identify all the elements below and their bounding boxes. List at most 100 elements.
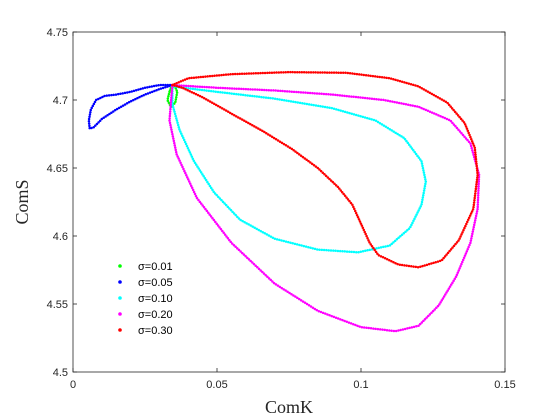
series-3-point-112 bbox=[426, 109, 430, 113]
series-2-point-262 bbox=[190, 155, 194, 158]
series-3-point-29 bbox=[237, 87, 241, 91]
series-3-point-382 bbox=[169, 107, 172, 111]
series-3-point-371 bbox=[171, 132, 174, 136]
series-3-point-242 bbox=[374, 327, 377, 331]
series-4-point-216 bbox=[403, 264, 406, 267]
series-1-point-51 bbox=[95, 122, 99, 126]
series-4-point-261 bbox=[339, 189, 342, 192]
series-2-point-11 bbox=[196, 88, 199, 91]
series-3-point-49 bbox=[283, 89, 287, 93]
series-3-point-39 bbox=[260, 88, 264, 92]
series-1-point-65 bbox=[121, 104, 125, 107]
series-1-point-54 bbox=[100, 117, 104, 121]
series-4-point-86 bbox=[367, 74, 370, 77]
series-0-point-12 bbox=[175, 95, 178, 99]
series-4-point-34 bbox=[247, 72, 251, 75]
series-2-point-261 bbox=[191, 157, 195, 160]
series-3-point-40 bbox=[262, 88, 266, 92]
series-2-point-25 bbox=[228, 92, 231, 95]
series-4-point-2 bbox=[175, 81, 178, 85]
series-3-point-219 bbox=[423, 318, 427, 321]
series-4-point-201 bbox=[436, 260, 440, 263]
series-3-point-193 bbox=[457, 269, 460, 272]
series-2-point-266 bbox=[186, 146, 190, 150]
series-4-point-130 bbox=[456, 114, 460, 117]
series-2-point-185 bbox=[329, 249, 333, 252]
series-1-point-76 bbox=[144, 93, 148, 96]
series-3-point-297 bbox=[262, 272, 266, 275]
series-4-point-108 bbox=[416, 84, 419, 88]
series-1-point-27 bbox=[110, 93, 113, 97]
series-3-point-323 bbox=[221, 229, 224, 233]
series-2-point-278 bbox=[176, 121, 179, 125]
series-4-point-303 bbox=[263, 130, 266, 134]
series-3-point-157 bbox=[477, 189, 480, 193]
series-1-point-16 bbox=[134, 89, 138, 92]
series-3-point-273 bbox=[307, 304, 311, 307]
series-4-point-299 bbox=[270, 135, 274, 139]
series-1-point-4 bbox=[161, 83, 165, 87]
series-1-point-45 bbox=[87, 122, 91, 125]
series-3-point-279 bbox=[296, 296, 299, 300]
series-4-point-120 bbox=[440, 98, 444, 101]
series-2-point-87 bbox=[368, 117, 371, 120]
series-3-point-230 bbox=[401, 328, 405, 331]
series-2-point-55 bbox=[296, 101, 300, 104]
series-2-point-70 bbox=[330, 106, 334, 110]
series-3-point-209 bbox=[439, 301, 442, 304]
series-4-point-194 bbox=[448, 249, 451, 253]
series-2-point-245 bbox=[211, 188, 214, 192]
series-3-point-178 bbox=[470, 237, 473, 240]
series-4-point-15 bbox=[204, 75, 207, 78]
series-2-point-105 bbox=[403, 137, 407, 141]
series-3-point-93 bbox=[384, 99, 387, 102]
series-2-point-15 bbox=[205, 89, 208, 92]
series-4-point-333 bbox=[202, 96, 206, 100]
series-3-point-277 bbox=[299, 299, 303, 302]
series-1-point-69 bbox=[129, 99, 133, 103]
series-3-point-244 bbox=[369, 327, 373, 330]
series-3-point-295 bbox=[266, 275, 269, 279]
series-2-point-17 bbox=[209, 89, 213, 93]
series-1-point-63 bbox=[117, 106, 121, 110]
series-4-point-173 bbox=[471, 208, 475, 211]
series-1-point-34 bbox=[94, 98, 98, 102]
legend-marker-2 bbox=[118, 296, 122, 300]
series-3-point-127 bbox=[455, 126, 459, 130]
series-4-point-122 bbox=[444, 100, 448, 104]
series-4-point-340 bbox=[188, 89, 191, 93]
series-1-point-33 bbox=[97, 97, 100, 101]
series-4-point-165 bbox=[474, 189, 477, 193]
series-4-point-307 bbox=[255, 126, 258, 129]
series-1-point-42 bbox=[88, 115, 91, 119]
series-3-point-76 bbox=[345, 94, 349, 98]
series-3-point-56 bbox=[299, 91, 303, 94]
series-2-point-142 bbox=[414, 215, 417, 218]
legend-label-4: σ=0.30 bbox=[138, 325, 173, 337]
series-3-point-207 bbox=[441, 297, 445, 300]
series-3-point-30 bbox=[240, 87, 243, 91]
series-4-point-110 bbox=[420, 86, 424, 90]
series-4-point-54 bbox=[293, 70, 297, 74]
series-3-point-9 bbox=[191, 85, 195, 88]
series-4-point-51 bbox=[286, 70, 290, 74]
series-4-point-84 bbox=[362, 73, 366, 77]
series-3-point-294 bbox=[267, 277, 271, 280]
series-4-point-182 bbox=[463, 226, 466, 230]
series-4-point-314 bbox=[241, 118, 244, 121]
series-2-point-237 bbox=[223, 202, 226, 205]
series-3-point-122 bbox=[447, 118, 451, 122]
series-4-point-267 bbox=[329, 179, 333, 182]
series-2-point-126 bbox=[424, 180, 428, 183]
series-3-point-138 bbox=[470, 146, 473, 150]
series-3-point-349 bbox=[187, 180, 191, 183]
series-3-point-275 bbox=[303, 301, 307, 305]
series-4-point-46 bbox=[275, 71, 278, 74]
series-4-point-317 bbox=[235, 115, 238, 118]
series-4-point-338 bbox=[192, 91, 196, 95]
series-3-point-287 bbox=[280, 286, 283, 290]
series-2-point-117 bbox=[420, 160, 423, 163]
series-1-point-13 bbox=[141, 87, 145, 90]
series-3-point-32 bbox=[244, 87, 248, 91]
legend-marker-1 bbox=[118, 280, 122, 284]
